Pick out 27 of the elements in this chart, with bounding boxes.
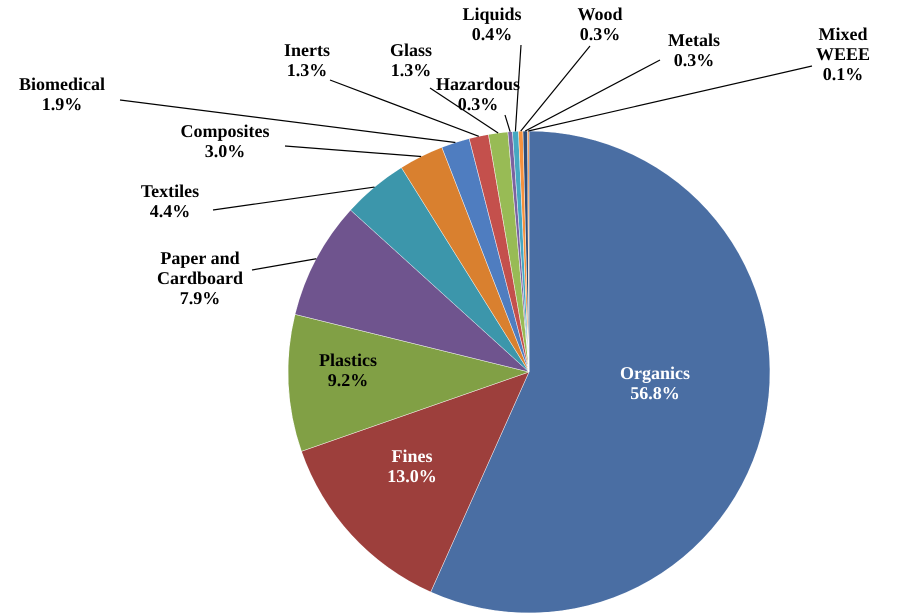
data-label: 0.3% xyxy=(458,94,498,114)
data-label: 0.4% xyxy=(472,24,512,44)
data-label: 0.3% xyxy=(580,24,620,44)
data-label: 7.9% xyxy=(180,288,220,308)
slice-label: Organics xyxy=(620,363,690,384)
slice-label: Fines xyxy=(391,446,433,466)
slice-label: Metals xyxy=(668,30,720,50)
slice-label: Inerts xyxy=(284,40,330,60)
data-label: 4.4% xyxy=(150,201,190,222)
slice-label: Glass xyxy=(390,40,432,60)
data-label: 0.3% xyxy=(674,50,714,70)
data-label: 0.1% xyxy=(822,64,864,84)
data-label: 9.2% xyxy=(328,370,368,390)
data-label: 1.3% xyxy=(390,60,432,80)
slice-label: Wood xyxy=(577,4,623,24)
slice-label: Paper and Cardboard xyxy=(156,248,244,288)
slice-label: Plastics xyxy=(319,350,377,370)
slice-label: Mixed WEEE xyxy=(816,24,870,64)
slice-label: Composites xyxy=(180,121,270,142)
data-label: 13.0% xyxy=(387,466,437,486)
data-label: 1.3% xyxy=(286,60,328,80)
data-label: 3.0% xyxy=(204,141,246,162)
slice-label: Liquids xyxy=(462,4,522,24)
slice-label: Textiles xyxy=(140,181,200,202)
slice-label: Biomedical xyxy=(19,74,105,94)
data-label: 1.9% xyxy=(42,94,82,114)
data-label: 56.8% xyxy=(630,383,680,404)
